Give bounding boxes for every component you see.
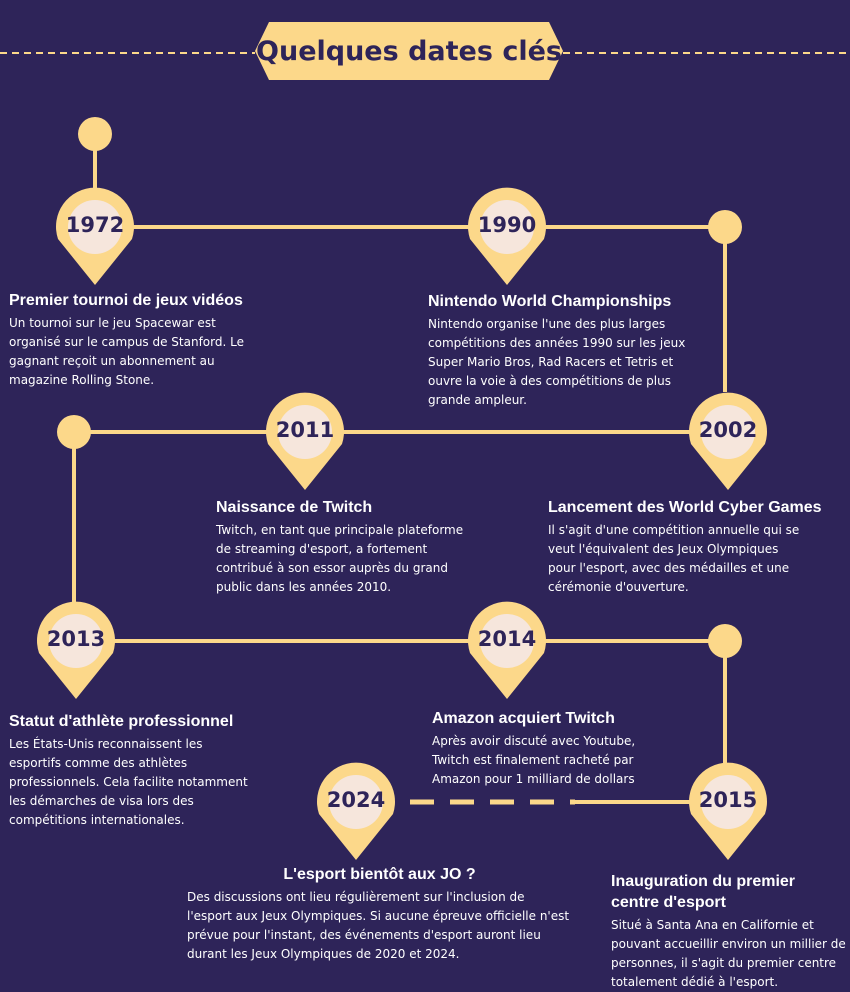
timeline-path: [72, 134, 727, 805]
year-label-1972: 1972: [65, 213, 125, 237]
event-description: Des discussions ont lieu régulièrement s…: [187, 890, 570, 961]
event-title: Lancement des World Cyber Games: [548, 499, 822, 516]
year-label-2002: 2002: [698, 418, 758, 442]
event-description: Twitch, en tant que principale plateform…: [216, 523, 464, 594]
pin-1972: [56, 187, 135, 285]
event-2002: Lancement des World Cyber Games Il s'agi…: [548, 497, 838, 597]
corner-dot: [708, 624, 742, 658]
page-title: Quelques dates clés: [256, 35, 562, 67]
pin-2011: [266, 392, 344, 490]
pin-2002: [689, 392, 767, 490]
year-label-2014: 2014: [477, 627, 537, 651]
year-label-2011: 2011: [275, 418, 335, 442]
event-2024: L'esport bientôt aux JO ? Des discussion…: [187, 864, 572, 964]
year-label-2013: 2013: [46, 627, 106, 651]
year-label-1990: 1990: [477, 213, 537, 237]
event-2014: Amazon acquiert Twitch Après avoir discu…: [432, 708, 657, 789]
event-description: Situé à Santa Ana en Californie et pouva…: [611, 918, 846, 989]
event-title: Premier tournoi de jeux vidéos: [9, 292, 243, 309]
event-title: Statut d'athlète professionnel: [9, 713, 234, 730]
pin-2014: [468, 601, 546, 699]
corner-dot: [708, 210, 742, 244]
event-title: Nintendo World Championships: [428, 293, 672, 310]
event-1972: Premier tournoi de jeux vidéos Un tourno…: [9, 290, 264, 390]
pin-2013: [37, 601, 116, 699]
event-title: Inauguration du premier centre d'esport: [611, 873, 796, 911]
event-description: Nintendo organise l'une des plus larges …: [428, 317, 686, 407]
title-banner: Quelques dates clés: [255, 22, 563, 80]
event-title: Amazon acquiert Twitch: [432, 710, 615, 727]
pin-2015: [689, 762, 767, 860]
event-2015: Inauguration du premier centre d'esport …: [611, 871, 846, 992]
event-1990: Nintendo World Championships Nintendo or…: [428, 291, 703, 410]
event-description: Un tournoi sur le jeu Spacewar est organ…: [9, 316, 244, 387]
event-description: Il s'agit d'une compétition annuelle qui…: [548, 523, 800, 594]
pin-2024: [317, 762, 395, 860]
year-label-2015: 2015: [698, 788, 758, 812]
event-title: Naissance de Twitch: [216, 499, 373, 516]
event-title: L'esport bientôt aux JO ?: [283, 866, 476, 883]
event-description: Après avoir discuté avec Youtube, Twitch…: [432, 734, 636, 786]
event-description: Les États-Unis reconnaissent les esporti…: [9, 737, 248, 827]
corner-dot: [57, 415, 91, 449]
year-label-2024: 2024: [326, 788, 386, 812]
event-2011: Naissance de Twitch Twitch, en tant que …: [216, 497, 476, 597]
event-2013: Statut d'athlète professionnel Les États…: [9, 711, 257, 830]
pin-1990: [468, 187, 546, 285]
start-dot: [78, 117, 112, 151]
